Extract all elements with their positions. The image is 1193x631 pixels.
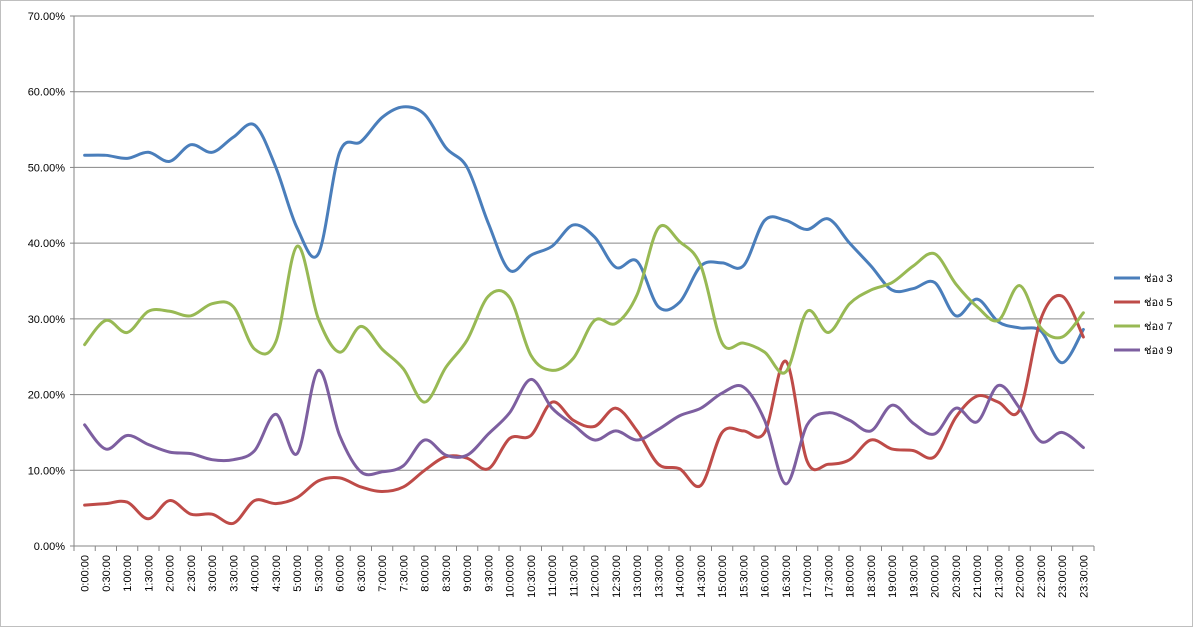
x-tick-label: 7:00:00 <box>377 555 389 592</box>
x-tick-label: 16:30:00 <box>781 555 793 598</box>
x-axis-tick-labels: 0:00:00 0:30:00 1:00:00 1:30:00 2:00:00 2:30:… <box>80 555 1091 598</box>
x-tick-label: 18:00:00 <box>845 555 857 598</box>
x-tick-label: 8:30:00 <box>441 555 453 592</box>
x-tick-label: 13:00:00 <box>632 555 644 598</box>
y-tick-label: 60.00% <box>28 87 66 99</box>
series-line-1 <box>83 105 1085 365</box>
x-tick-label: 21:00:00 <box>972 555 984 598</box>
x-tick-label: 4:30:00 <box>271 555 283 592</box>
x-tick-label: 19:30:00 <box>908 555 920 598</box>
x-tick-label: 23:30:00 <box>1078 555 1090 598</box>
x-tick-label: 14:30:00 <box>696 555 708 598</box>
series-lines <box>83 105 1085 526</box>
x-tick-label: 5:00:00 <box>292 555 304 592</box>
y-tick-label: 50.00% <box>28 162 66 174</box>
legend-label: ช่อง 9 <box>1144 345 1173 357</box>
x-tick-label: 0:30:00 <box>101 555 113 592</box>
x-tick-label: 8:00:00 <box>420 555 432 592</box>
x-tick-label: 21:30:00 <box>993 555 1005 598</box>
y-axis-tick-labels: 0.00% 10.00% 20.00% 30.00% 40.00% 50.00% 60.00… <box>28 11 66 553</box>
x-tick-label: 22:00:00 <box>1015 555 1027 598</box>
x-tick-label: 20:30:00 <box>951 555 963 598</box>
y-tick-label: 10.00% <box>28 465 66 477</box>
x-tick-label: 16:00:00 <box>760 555 772 598</box>
x-tick-label: 18:30:00 <box>866 555 878 598</box>
x-tick-label: 23:00:00 <box>1057 555 1069 598</box>
legend-label: ช่อง 3 <box>1144 273 1173 285</box>
y-tick-label: 70.00% <box>28 11 66 23</box>
gridlines <box>74 15 1094 471</box>
x-tick-label: 3:00:00 <box>207 555 219 592</box>
x-tick-label: 11:30:00 <box>568 555 580 597</box>
x-tick-label: 10:00:00 <box>505 555 517 598</box>
x-tick-label: 10:30:00 <box>526 555 538 598</box>
x-tick-label: 0:00:00 <box>80 555 92 592</box>
series-line-2 <box>83 293 1085 526</box>
x-tick-label: 15:00:00 <box>717 555 729 598</box>
y-tick-label: 20.00% <box>28 390 66 402</box>
x-tick-label: 22:30:00 <box>1036 555 1048 598</box>
x-tick-label: 15:30:00 <box>738 555 750 598</box>
legend-label: ช่อง 7 <box>1144 321 1173 333</box>
x-tick-label: 7:30:00 <box>398 555 410 592</box>
x-tick-label: 14:00:00 <box>675 555 687 598</box>
x-tick-label: 6:00:00 <box>335 555 347 592</box>
y-tick-label: 40.00% <box>28 238 66 250</box>
x-tick-label: 2:30:00 <box>186 555 198 592</box>
x-tick-label: 11:00:00 <box>547 555 559 597</box>
y-tick-label: 30.00% <box>28 314 66 326</box>
series-line-4 <box>83 368 1085 486</box>
x-tick-label: 5:30:00 <box>313 555 325 592</box>
x-tick-label: 17:30:00 <box>823 555 835 598</box>
legend: ช่อง 3 ช่อง 5 ช่อง 7 ช่อง 9 <box>1114 273 1173 357</box>
x-tick-label: 12:30:00 <box>611 555 623 598</box>
x-tick-label: 6:30:00 <box>356 555 368 592</box>
y-tick-label: 0.00% <box>34 541 65 553</box>
x-tick-label: 3:30:00 <box>228 555 240 592</box>
x-tick-label: 1:30:00 <box>143 555 155 592</box>
x-tick-label: 9:00:00 <box>462 555 474 592</box>
x-tick-label: 20:00:00 <box>930 555 942 598</box>
x-tick-label: 9:30:00 <box>483 555 495 592</box>
x-tick-label: 17:00:00 <box>802 555 814 598</box>
x-tick-label: 1:00:00 <box>122 555 134 592</box>
x-tick-label: 4:00:00 <box>250 555 262 592</box>
legend-label: ช่อง 5 <box>1144 297 1173 309</box>
x-tick-label: 19:00:00 <box>887 555 899 598</box>
x-tick-label: 12:00:00 <box>590 555 602 598</box>
axes <box>70 15 1095 551</box>
series-line-3 <box>83 224 1085 404</box>
x-tick-label: 13:30:00 <box>653 555 665 598</box>
x-tick-label: 2:00:00 <box>165 555 177 592</box>
